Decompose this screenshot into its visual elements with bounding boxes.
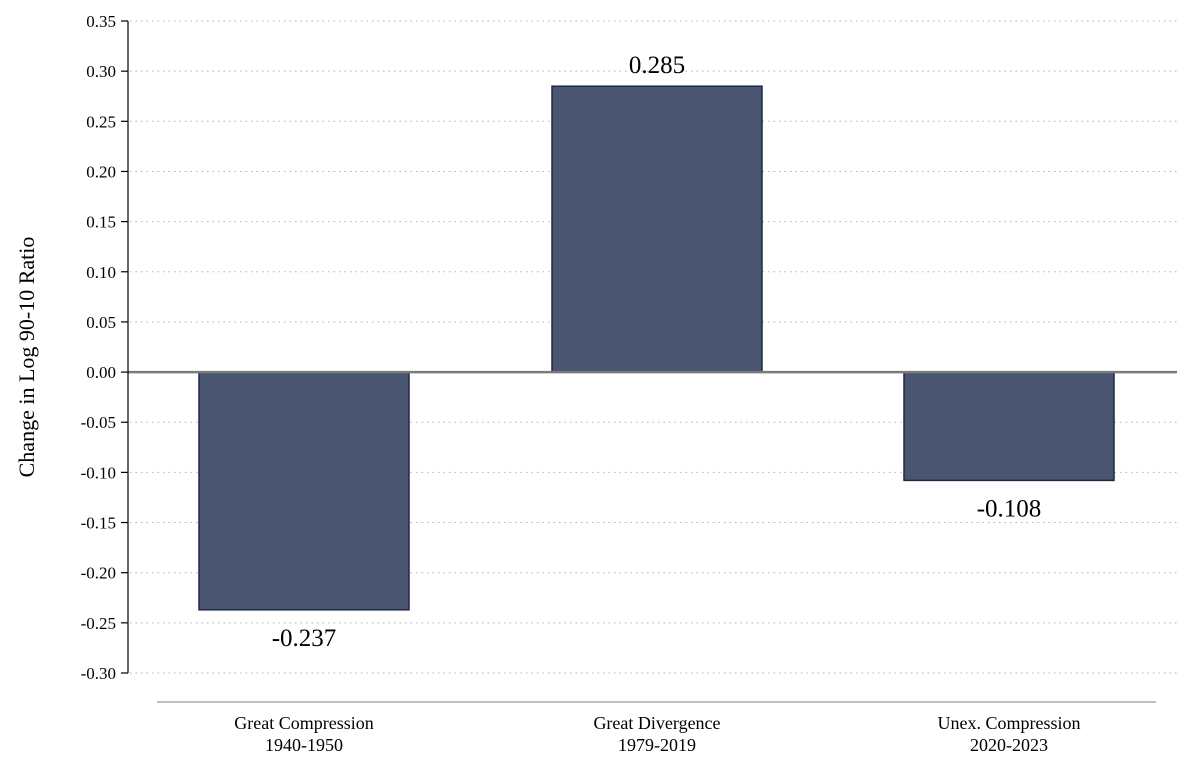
data-labels: -0.237 0.285 -0.108 [272, 52, 1042, 652]
y-tick-label: 0.20 [86, 162, 116, 181]
category-label: Unex. Compression [938, 713, 1081, 733]
bar-great-compression [198, 371, 410, 611]
y-tick-label: -0.20 [81, 564, 116, 583]
y-tick-label: 0.10 [86, 263, 116, 282]
data-label: -0.237 [272, 625, 337, 652]
category-period: 1979-2019 [618, 735, 696, 755]
category-period: 2020-2023 [970, 735, 1048, 755]
bar-unex-compression [903, 371, 1115, 482]
y-tick-label: 0.00 [86, 363, 116, 382]
y-tick-label: -0.05 [81, 413, 116, 432]
y-tick-label: -0.10 [81, 463, 116, 482]
y-tick-label: -0.15 [81, 514, 116, 533]
data-label: -0.108 [977, 495, 1042, 522]
y-tick-label: 0.35 [86, 12, 116, 31]
category-label: Great Compression [234, 713, 373, 733]
y-tick-label: 0.30 [86, 62, 116, 81]
y-tick-label: -0.30 [81, 664, 116, 683]
y-axis [121, 20, 129, 674]
bars [198, 85, 1115, 611]
y-tick-label: -0.25 [81, 614, 116, 633]
y-tick-label: 0.25 [86, 112, 116, 131]
y-tick-labels: 0.35 0.30 0.25 0.20 0.15 0.10 0.05 0.00 -0.05 -0.… [81, 12, 116, 683]
y-tick-label: 0.15 [86, 213, 116, 232]
data-label: 0.285 [629, 52, 685, 79]
category-period: 1940-1950 [265, 735, 343, 755]
y-axis-title: Change in Log 90-10 Ratio [14, 237, 39, 478]
bar-great-divergence [551, 85, 763, 373]
category-label: Great Divergence [593, 713, 720, 733]
y-tick-label: 0.05 [86, 313, 116, 332]
